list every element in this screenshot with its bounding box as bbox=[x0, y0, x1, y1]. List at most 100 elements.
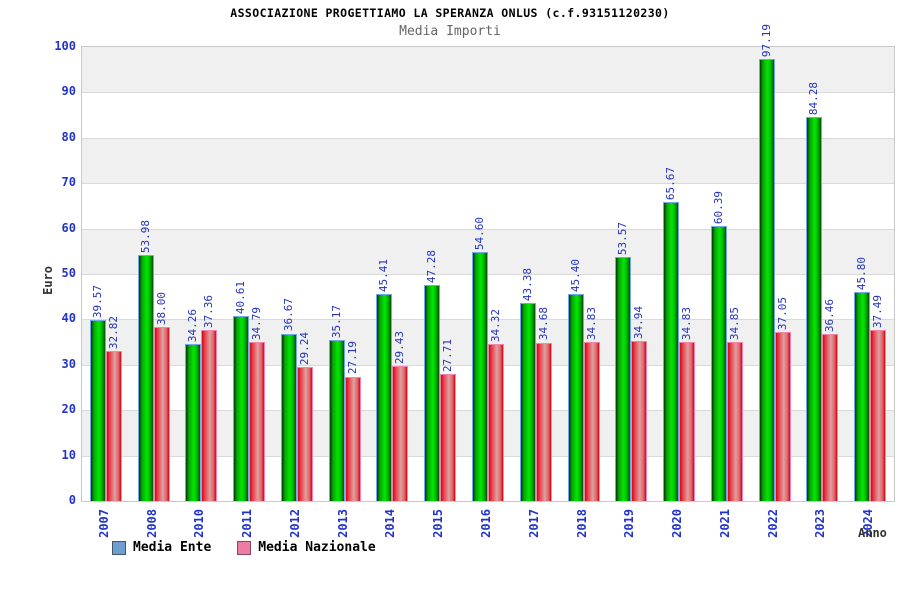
bar-media-ente-2008 bbox=[137, 254, 154, 501]
bar-value-label: 37.36 bbox=[202, 295, 216, 329]
y-tick-label: 30 bbox=[61, 356, 76, 371]
bar-value-label: 84.28 bbox=[807, 82, 821, 116]
bar-value-label: 53.57 bbox=[616, 221, 630, 255]
bar-group-2011: 40.61 34.79 bbox=[225, 47, 273, 501]
bar-pair bbox=[328, 340, 361, 501]
bar-pair bbox=[567, 293, 600, 501]
x-tick-label-2007: 2007 bbox=[96, 509, 111, 538]
bar-value-label: 43.38 bbox=[520, 267, 534, 302]
bar-media-nazionale-2019 bbox=[631, 341, 648, 501]
x-tick-label-2014: 2014 bbox=[383, 509, 398, 538]
bar-pair bbox=[471, 252, 504, 501]
bar-value-label: 39.57 bbox=[90, 285, 104, 319]
bar-media-ente-2017 bbox=[519, 303, 536, 501]
legend-swatch-media-ente-icon bbox=[112, 540, 126, 555]
legend-item-media-ente: Media Ente bbox=[112, 540, 211, 555]
bar-value-label: 53.98 bbox=[138, 219, 152, 253]
bar-value-label: 32.82 bbox=[106, 315, 120, 349]
bar-pair bbox=[854, 292, 887, 501]
bar-media-ente-2011 bbox=[233, 315, 250, 501]
chart-subtitle: Media Importi bbox=[399, 24, 501, 39]
bar-value-label: 37.05 bbox=[775, 296, 789, 330]
bar-group-2013: 35.17 27.19 bbox=[321, 47, 369, 501]
gridline bbox=[82, 92, 894, 94]
bar-value-label: 34.26 bbox=[186, 309, 200, 343]
x-tick-label-2008: 2008 bbox=[144, 509, 159, 538]
bar-media-ente-2014 bbox=[376, 293, 393, 501]
bar-media-ente-2016 bbox=[471, 252, 488, 501]
bar-media-ente-2007 bbox=[89, 320, 106, 501]
bar-group-2010: 34.26 37.36 bbox=[178, 47, 226, 501]
bar-group-2020: 65.67 34.83 bbox=[655, 47, 703, 501]
bar-value-label: 45.41 bbox=[377, 258, 391, 292]
bar-media-ente-2019 bbox=[615, 256, 632, 501]
bar-media-nazionale-2024 bbox=[870, 329, 887, 501]
bar-media-nazionale-2010 bbox=[201, 330, 218, 501]
bar-group-2018: 45.40 34.83 bbox=[560, 47, 608, 501]
bar-group-2014: 45.41 29.43 bbox=[369, 47, 417, 501]
bar-value-label: 45.80 bbox=[855, 256, 869, 291]
bar-media-ente-2015 bbox=[424, 285, 441, 501]
bar-media-nazionale-2011 bbox=[249, 342, 266, 501]
bar-media-nazionale-2013 bbox=[344, 376, 361, 501]
bar-value-label: 29.24 bbox=[297, 332, 311, 366]
bar-value-label: 35.17 bbox=[329, 305, 343, 339]
bar-value-label: 34.83 bbox=[584, 306, 598, 340]
bar-value-label: 97.19 bbox=[759, 23, 773, 57]
bar-pair bbox=[280, 333, 313, 501]
bar-media-ente-2013 bbox=[328, 340, 345, 501]
x-tick-label-2011: 2011 bbox=[240, 509, 255, 538]
legend-item-media-nazionale: Media Nazionale bbox=[237, 540, 376, 555]
bar-media-nazionale-2012 bbox=[296, 367, 313, 501]
bar-value-label: 65.67 bbox=[664, 166, 678, 200]
x-tick-label-2013: 2013 bbox=[335, 509, 350, 538]
bar-media-ente-2023 bbox=[806, 117, 823, 501]
y-tick-label: 70 bbox=[61, 175, 76, 190]
chart-title: ASSOCIAZIONE PROGETTIAMO LA SPERANZA ONL… bbox=[230, 6, 670, 20]
bar-media-ente-2024 bbox=[854, 292, 871, 501]
bar-media-nazionale-2023 bbox=[822, 334, 839, 501]
bar-pair bbox=[663, 201, 696, 501]
legend-swatch-media-nazionale-icon bbox=[237, 540, 252, 555]
y-tick-label: 50 bbox=[61, 266, 76, 280]
bar-pair bbox=[233, 315, 266, 501]
bar-media-ente-2018 bbox=[567, 293, 584, 501]
bar-media-ente-2012 bbox=[280, 333, 297, 501]
gridline bbox=[82, 183, 894, 185]
bar-media-ente-2020 bbox=[663, 201, 680, 501]
bar-media-nazionale-2016 bbox=[487, 344, 504, 501]
bar-value-label: 27.71 bbox=[441, 339, 455, 373]
x-tick-label-2015: 2015 bbox=[431, 509, 446, 538]
x-tick-label-2017: 2017 bbox=[526, 509, 541, 538]
bar-value-label: 29.43 bbox=[393, 331, 407, 365]
x-tick-label-2023: 2023 bbox=[813, 509, 828, 538]
bar-media-nazionale-2008 bbox=[153, 327, 170, 501]
bar-group-2012: 36.67 29.24 bbox=[273, 47, 321, 501]
y-tick-label: 100 bbox=[54, 39, 76, 53]
bar-pair bbox=[806, 117, 839, 501]
bar-group-2024: 45.80 37.49 bbox=[846, 47, 894, 501]
bar-group-2016: 54.60 34.32 bbox=[464, 47, 512, 501]
bar-media-nazionale-2014 bbox=[392, 366, 409, 501]
bar-value-label: 36.67 bbox=[281, 298, 295, 332]
bar-value-label: 34.85 bbox=[727, 306, 741, 340]
bar-media-nazionale-2015 bbox=[440, 374, 457, 501]
bar-value-label: 40.61 bbox=[234, 280, 248, 314]
bar-value-label: 54.60 bbox=[472, 217, 486, 251]
legend-label-media-ente: Media Ente bbox=[133, 540, 212, 555]
x-tick-label-2016: 2016 bbox=[479, 509, 493, 538]
bar-group-2022: 97.19 37.05 bbox=[751, 24, 799, 501]
bar-media-nazionale-2017 bbox=[535, 342, 552, 501]
x-tick-label-2010: 2010 bbox=[192, 509, 207, 538]
bar-value-label: 34.79 bbox=[250, 306, 264, 341]
y-tick-label: 0 bbox=[68, 493, 76, 507]
x-axis-label: Anno bbox=[858, 526, 887, 540]
bar-group-2019: 53.57 34.94 bbox=[607, 47, 655, 501]
bar-pair bbox=[185, 330, 218, 501]
gridline bbox=[82, 228, 894, 230]
y-tick-label: 90 bbox=[61, 84, 76, 99]
bar-value-label: 34.83 bbox=[680, 306, 694, 340]
bar-value-label: 36.46 bbox=[823, 299, 837, 333]
y-tick-label: 60 bbox=[61, 220, 76, 235]
